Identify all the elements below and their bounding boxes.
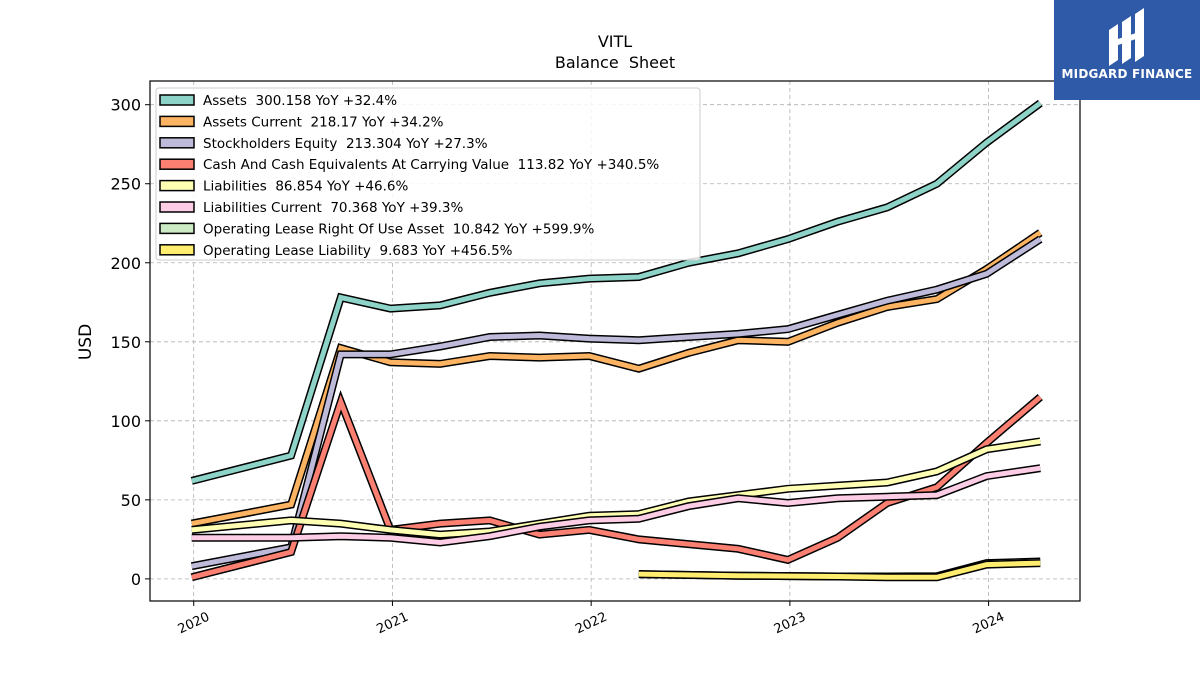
- x-tick-label: 2020: [176, 610, 212, 638]
- y-tick-label: 150: [110, 333, 141, 352]
- series-line: [638, 560, 1041, 580]
- series-assets: [190, 99, 1043, 485]
- y-tick-label: 0: [131, 570, 141, 589]
- legend-label: Stockholders Equity 213.304 YoY +27.3%: [203, 136, 488, 152]
- legend-swatch: [159, 179, 195, 192]
- legend: Assets 300.158 YoY +32.4% Assets Current …: [155, 87, 701, 261]
- legend-entry: Operating Lease Right Of Use Asset 10.84…: [159, 221, 595, 237]
- legend-box: [155, 87, 701, 261]
- series-line: [191, 465, 1041, 546]
- series-line: [191, 237, 1042, 569]
- series-lines: [190, 99, 1043, 582]
- legend-swatch: [159, 115, 195, 128]
- x-tick-label: 2024: [971, 610, 1007, 638]
- y-axis-label: USD: [76, 324, 96, 360]
- logo-text: MIDGARD FINANCE: [1061, 67, 1193, 81]
- legend-entry: Liabilities Current 70.368 YoY +39.3%: [159, 200, 463, 216]
- series-stockholders-equity: [190, 235, 1043, 571]
- chart-subtitle: Balance Sheet: [555, 53, 675, 72]
- y-tick-label: 50: [121, 491, 141, 510]
- plot-frame: [149, 80, 1081, 602]
- legend-entry: Assets 300.158 YoY +32.4%: [159, 93, 397, 109]
- legend-swatch: [159, 244, 195, 256]
- logo-mark-icon: [1109, 8, 1144, 66]
- legend-swatch: [159, 158, 195, 170]
- legend-swatch: [159, 222, 195, 235]
- series-operating-lease-liability: [638, 559, 1041, 582]
- legend-label: Liabilities 86.854 YoY +46.6%: [203, 179, 408, 195]
- x-tick-label: 2023: [772, 610, 808, 638]
- chart-title: VITL: [598, 32, 632, 51]
- y-tick-label: 250: [110, 175, 141, 194]
- y-tick-label: 200: [110, 254, 141, 273]
- midgard-finance-logo: MIDGARD FINANCE: [1054, 0, 1200, 100]
- legend-entry: Assets Current 218.17 YoY +34.2%: [159, 114, 444, 130]
- legend-entry: Cash And Cash Equivalents At Carrying Va…: [159, 157, 659, 173]
- y-tick-label: 300: [110, 96, 141, 115]
- legend-swatch: [159, 94, 195, 106]
- legend-label: Cash And Cash Equivalents At Carrying Va…: [203, 157, 659, 173]
- legend-entry: Operating Lease Liability 9.683 YoY +456…: [159, 243, 513, 259]
- legend-label: Operating Lease Liability 9.683 YoY +456…: [203, 243, 513, 259]
- legend-swatch: [159, 137, 195, 149]
- x-tick-label: 2022: [573, 610, 609, 638]
- series-line: [191, 101, 1042, 484]
- series-liabilities-current: [191, 464, 1041, 547]
- legend-label: Liabilities Current 70.368 YoY +39.3%: [203, 200, 463, 216]
- y-tick-label: 100: [110, 412, 141, 431]
- legend-label: Assets Current 218.17 YoY +34.2%: [203, 114, 444, 130]
- legend-label: Operating Lease Right Of Use Asset 10.84…: [203, 221, 595, 237]
- legend-entry: Liabilities 86.854 YoY +46.6%: [159, 179, 408, 195]
- legend-label: Assets 300.158 YoY +32.4%: [203, 93, 397, 109]
- legend-entry: Stockholders Equity 213.304 YoY +27.3%: [159, 136, 488, 152]
- legend-swatch: [159, 201, 195, 213]
- x-tick-label: 2021: [374, 610, 410, 638]
- series-liabilities: [191, 437, 1041, 539]
- series-line: [191, 438, 1041, 538]
